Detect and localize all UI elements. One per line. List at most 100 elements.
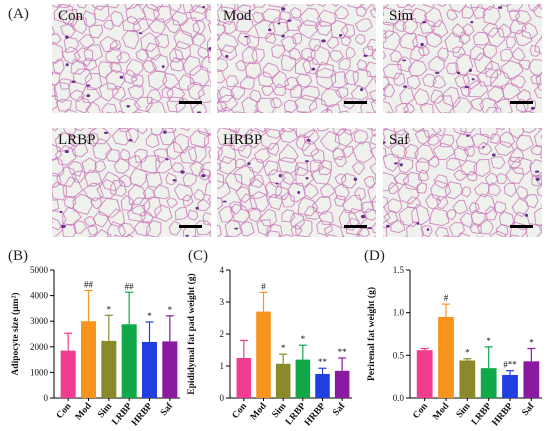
cell-membrane (109, 61, 123, 74)
cell-membrane (53, 81, 72, 103)
cell-membrane (334, 5, 350, 20)
cell-membrane (529, 159, 542, 178)
cell-membrane (418, 169, 430, 182)
cell-membrane (403, 102, 415, 113)
cell-membrane (422, 4, 436, 8)
nucleus (491, 153, 496, 157)
micrograph-label: LRBP (58, 132, 96, 148)
cell-membrane (500, 60, 524, 80)
cell-membrane (525, 223, 542, 237)
cell-membrane (422, 128, 442, 139)
bar-mod (80, 321, 97, 398)
cell-membrane (453, 169, 469, 181)
cell-membrane (318, 159, 333, 176)
cell-membrane (135, 48, 149, 63)
cell-membrane (352, 141, 374, 164)
cell-membrane (207, 21, 211, 35)
x-tick-label: Con (231, 401, 250, 421)
cell-membrane (459, 212, 473, 229)
cell-membrane (165, 172, 178, 186)
cell-membrane (412, 33, 428, 49)
cell-membrane (518, 59, 531, 71)
cell-membrane (310, 165, 332, 185)
cell-membrane (297, 197, 319, 217)
cell-membrane (457, 232, 470, 237)
cell-membrane (334, 86, 349, 99)
cell-membrane (476, 67, 499, 87)
cell-membrane (150, 128, 165, 136)
cell-membrane (430, 19, 449, 39)
cell-membrane (217, 196, 224, 210)
cell-membrane (326, 233, 338, 237)
cell-membrane (482, 22, 499, 38)
cell-membrane (127, 183, 147, 205)
significance-mark: ## (84, 279, 94, 289)
adipose-tissue-image (383, 4, 542, 113)
nucleus (126, 105, 131, 108)
cell-membrane (436, 4, 448, 7)
nucleus (71, 80, 76, 83)
nucleus (172, 179, 177, 182)
cell-membrane (383, 87, 387, 101)
nucleus (277, 22, 281, 25)
cell-membrane (383, 131, 386, 141)
cell-membrane (230, 85, 245, 101)
cell-membrane (129, 167, 147, 188)
significance-mark: * (529, 338, 534, 348)
cell-membrane (383, 7, 398, 26)
nucleus (305, 160, 309, 163)
cell-membrane (372, 4, 376, 12)
cell-membrane (235, 59, 247, 72)
cell-membrane (164, 128, 177, 134)
y-axis-label: Adipocyte size (μm²) (10, 292, 21, 375)
nucleus (119, 75, 124, 79)
cell-membrane (420, 225, 433, 237)
cell-membrane (370, 98, 376, 113)
cell-membrane (130, 73, 144, 89)
cell-membrane (109, 10, 125, 28)
cell-membrane (58, 78, 72, 90)
adipose-tissue-image (217, 4, 376, 113)
y-tick-label: 1 (220, 361, 225, 371)
cell-membrane (320, 109, 333, 113)
bar-con (236, 358, 252, 398)
cell-membrane (92, 138, 113, 161)
cell-membrane (479, 128, 498, 140)
bar-con (60, 350, 76, 398)
chart-adipocyte-size: 0 1000 2000 3000 4000 5000 Adipocyte size (μm²… (10, 265, 180, 428)
nucleus (305, 177, 309, 180)
cell-membrane (141, 196, 162, 219)
x-tick-label: Sim (96, 401, 114, 420)
cell-membrane (508, 234, 520, 237)
cell-membrane (495, 223, 509, 237)
nucleus (138, 32, 143, 35)
cell-membrane (153, 33, 170, 49)
cell-membrane (233, 164, 256, 188)
cell-membrane (485, 205, 498, 221)
nucleus (234, 227, 239, 230)
cell-membrane (452, 199, 469, 215)
cell-membrane (300, 85, 321, 102)
nucleus (281, 7, 286, 11)
nucleus (201, 174, 206, 178)
cell-membrane (470, 4, 481, 9)
cell-membrane (294, 218, 313, 237)
cell-membrane (234, 4, 251, 21)
cell-membrane (333, 156, 347, 168)
cell-membrane (229, 203, 251, 224)
y-tick-label: 0.0 (393, 393, 405, 403)
cell-membrane (55, 144, 77, 166)
cell-membrane (530, 74, 542, 85)
cell-membrane (286, 17, 303, 32)
nucleus (297, 191, 301, 194)
cell-membrane (267, 4, 288, 8)
cell-membrane (88, 24, 104, 39)
cell-membrane (217, 162, 222, 172)
cell-membrane (540, 149, 542, 159)
cell-membrane (288, 47, 302, 61)
cell-membrane (289, 84, 303, 98)
cell-membrane (267, 168, 286, 189)
nucleus (468, 68, 472, 73)
scale-bar (179, 101, 202, 104)
cell-membrane (515, 185, 529, 200)
